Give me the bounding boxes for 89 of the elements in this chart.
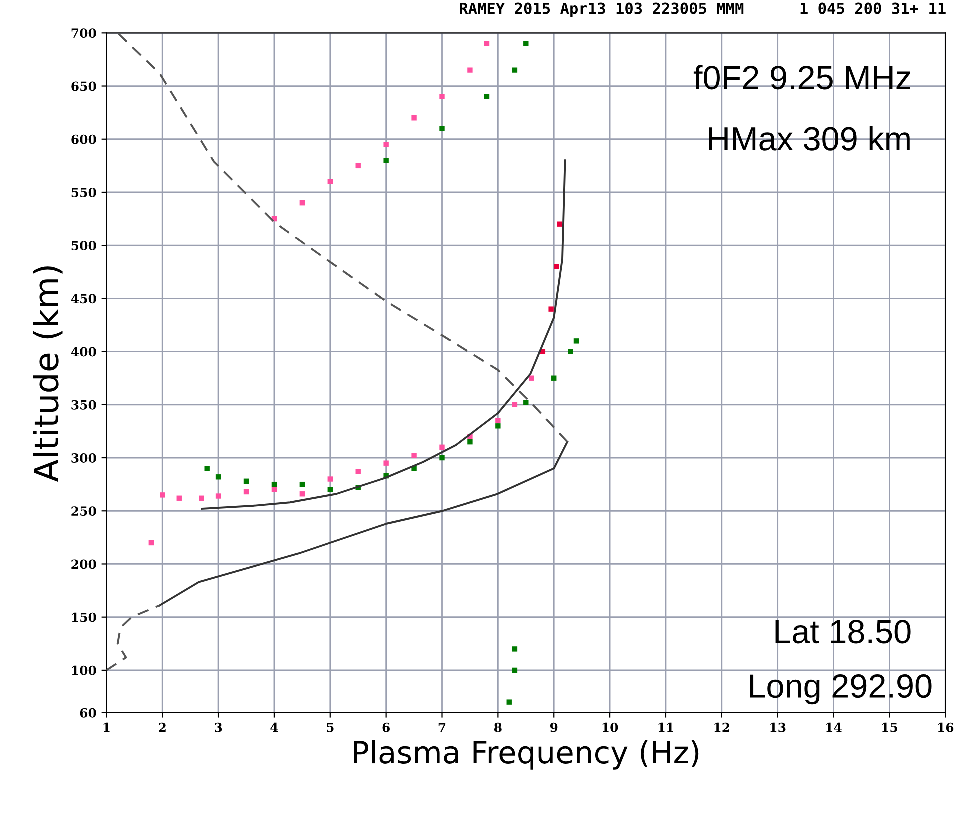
point <box>512 402 518 408</box>
point <box>568 349 574 354</box>
annotation: HMax 309 km <box>709 126 910 151</box>
point <box>176 496 182 501</box>
y-tick-label: 150 <box>72 612 96 622</box>
point <box>328 487 333 492</box>
point <box>272 482 278 488</box>
x-tick-label: 11 <box>658 722 674 732</box>
y-tick-label: 300 <box>72 453 96 463</box>
point <box>468 439 473 445</box>
x-tick-label: 9 <box>550 722 558 732</box>
x-tick-label: 12 <box>714 722 730 732</box>
point <box>529 376 534 381</box>
y-tick-label: 500 <box>72 241 96 251</box>
point <box>384 460 389 466</box>
point <box>440 126 445 132</box>
line-series <box>201 160 566 510</box>
point <box>300 492 306 497</box>
y-tick-label: 700 <box>72 28 96 38</box>
point <box>204 466 210 472</box>
point <box>356 163 361 169</box>
x-axis-title: Plasma Frequency (Hz) <box>354 740 699 770</box>
y-tick-label: 100 <box>72 666 96 676</box>
point <box>496 424 501 429</box>
annotation: f0F2 9.25 MHz <box>694 65 910 90</box>
point <box>468 68 473 73</box>
point <box>244 489 250 495</box>
point <box>216 474 222 480</box>
point <box>574 338 580 344</box>
y-axis-title: Altitude (km) <box>33 266 63 482</box>
x-tick-label: 14 <box>826 722 842 732</box>
point <box>384 142 389 148</box>
point <box>440 444 445 450</box>
point <box>440 94 445 100</box>
point <box>412 453 417 458</box>
x-tick-label: 1 <box>104 722 110 732</box>
x-tick-label: 15 <box>882 722 898 732</box>
annotation: Lat 18.50 <box>776 620 911 644</box>
x-tick-label: 2 <box>159 722 166 732</box>
y-tick-label: 400 <box>71 347 96 357</box>
y-tick-label: 350 <box>72 400 96 410</box>
x-tick-label: 16 <box>938 722 954 732</box>
x-tick-label: 7 <box>438 723 446 732</box>
x-tick-label: 10 <box>602 722 618 732</box>
point <box>300 200 306 206</box>
y-tick-label: 650 <box>72 82 96 92</box>
line-series <box>106 604 161 672</box>
point <box>160 492 166 498</box>
point <box>148 540 154 546</box>
point <box>496 418 501 424</box>
chart-title: RAMEY 2015 Apr13 103 223005 MMM 1 045 200 31+ 11 <box>460 2 946 18</box>
point <box>272 487 278 492</box>
point <box>512 668 518 674</box>
point <box>554 264 560 270</box>
point <box>557 222 562 227</box>
x-tick-label: 4 <box>270 722 278 732</box>
point <box>300 482 306 488</box>
point <box>412 116 417 121</box>
x-tick-label: 6 <box>382 722 390 732</box>
point <box>548 306 554 312</box>
y-tick-label: 550 <box>72 188 96 198</box>
point <box>512 68 518 73</box>
point <box>199 496 204 501</box>
point <box>512 646 518 652</box>
line-series <box>158 441 569 607</box>
y-tick-label: 450 <box>71 294 96 304</box>
y-tick-label: 60 <box>80 708 96 718</box>
x-tick-label: 5 <box>327 723 334 732</box>
point <box>440 455 445 461</box>
x-tick-label: 8 <box>494 722 502 732</box>
point <box>524 41 529 46</box>
point <box>484 94 490 100</box>
y-tick-label: 250 <box>72 506 96 516</box>
point <box>328 476 333 482</box>
x-tick-label: 3 <box>215 722 222 732</box>
point <box>384 158 389 164</box>
y-tick-label: 200 <box>72 560 96 570</box>
point <box>506 700 512 705</box>
point <box>328 179 333 184</box>
line-series <box>116 33 569 444</box>
point <box>484 41 490 46</box>
annotation: Long 292.90 <box>750 674 932 705</box>
x-tick-label: 13 <box>770 722 786 732</box>
y-tick-label: 600 <box>72 134 96 144</box>
point <box>244 478 250 484</box>
point <box>524 400 529 406</box>
point <box>356 469 361 474</box>
point <box>216 494 222 499</box>
point <box>552 376 557 381</box>
